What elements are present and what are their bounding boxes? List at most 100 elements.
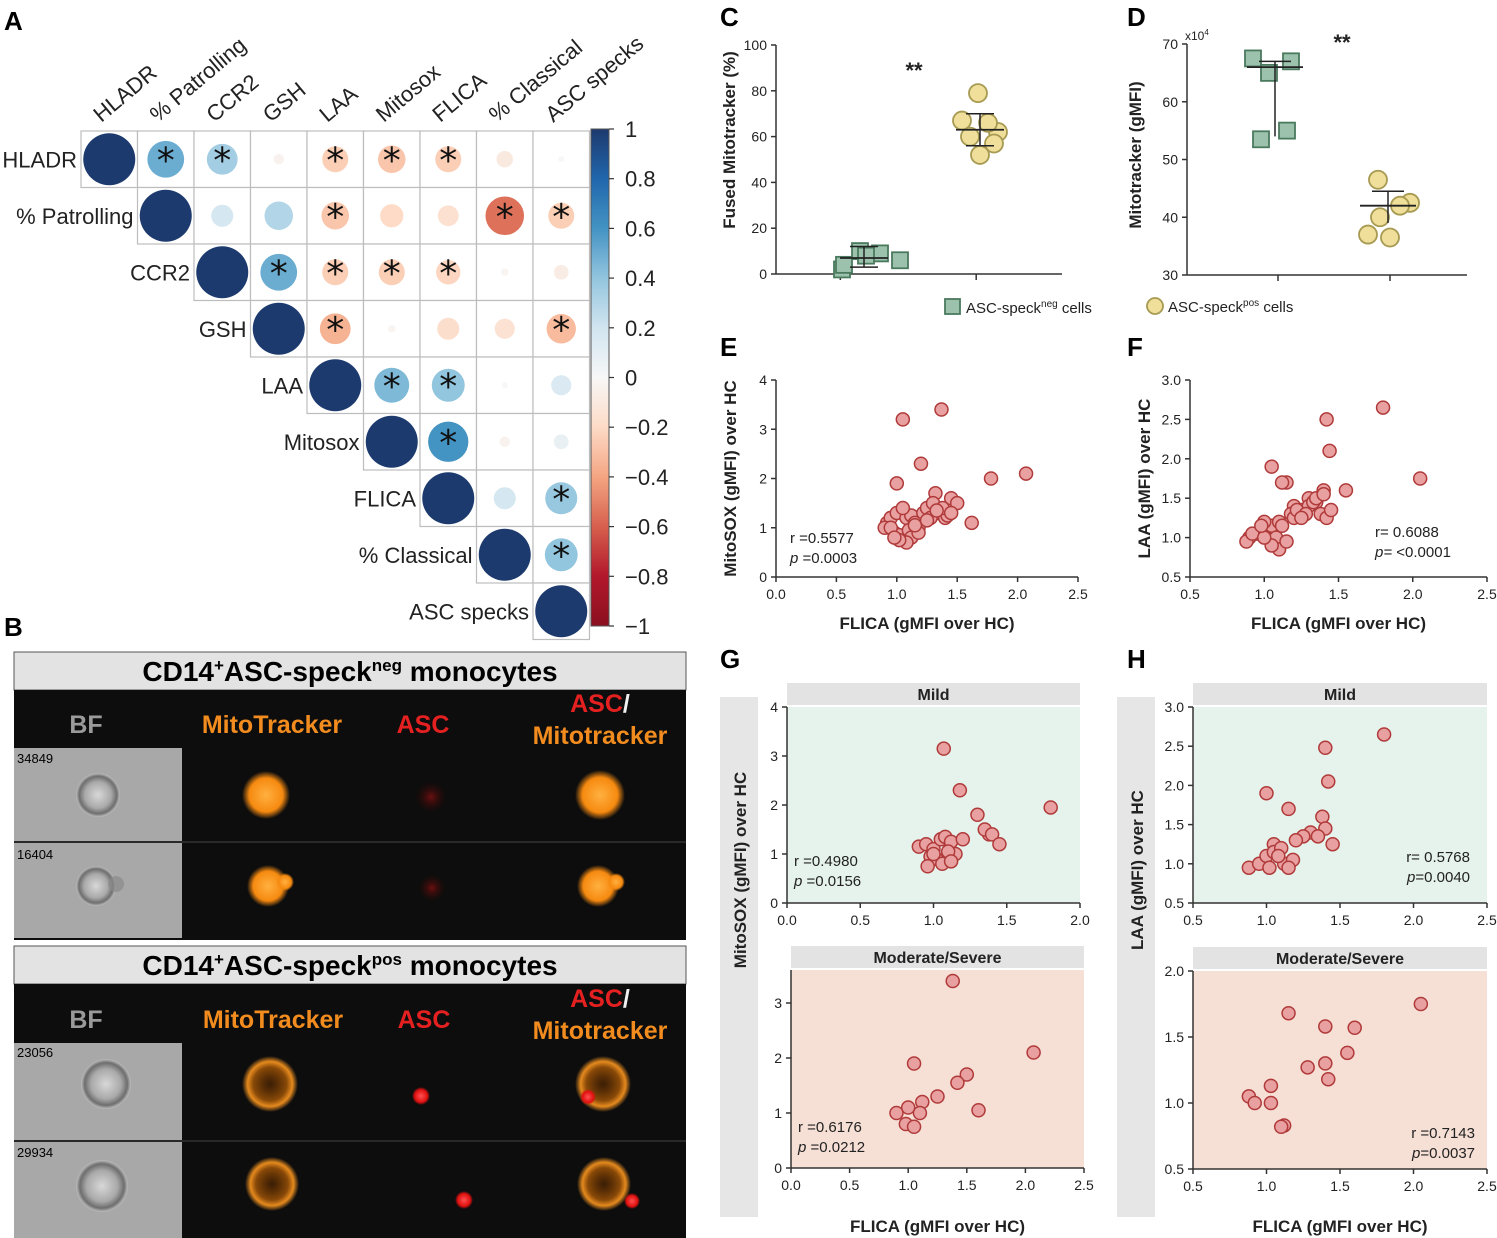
correlation-dot <box>436 260 461 285</box>
panel-label-e: E <box>720 332 737 362</box>
data-point <box>1340 1045 1355 1061</box>
facet-title-bar <box>1193 947 1487 969</box>
legend-neg-label: ASC-speckneg cells <box>966 299 1092 317</box>
data-point <box>929 503 944 518</box>
data-point <box>1281 801 1296 817</box>
y-tick-label: 2.0 <box>1162 451 1182 467</box>
legend-pos-swatch <box>1146 297 1164 315</box>
data-point <box>887 530 902 545</box>
panel-label-a: A <box>4 6 23 36</box>
correlation-dot <box>545 482 578 515</box>
colorbar-tick: 0.6 <box>625 216 656 241</box>
y-tick-label: 1 <box>759 520 767 536</box>
group-header-neg <box>13 651 687 691</box>
channel-bf-label-2: BF <box>69 1006 102 1034</box>
y-tick-label: 2.5 <box>1165 738 1185 754</box>
data-point <box>950 1075 965 1090</box>
y-tick-label: 1.5 <box>1165 1029 1185 1045</box>
facet-title: Moderate/Severe <box>1276 951 1404 968</box>
data-point <box>1320 1071 1336 1087</box>
y-tick-label: 40 <box>1162 209 1178 225</box>
data-point <box>913 456 929 471</box>
correlation-dot <box>377 145 406 174</box>
mito-cell-4 <box>245 1157 299 1211</box>
data-point <box>1263 1078 1279 1094</box>
colorbar-tick: −0.6 <box>625 515 668 540</box>
correlation-dot <box>499 436 510 447</box>
correlation-dot <box>83 133 136 186</box>
channel-mito-label: MitoTracker <box>202 711 343 739</box>
x-tick-label: 2.5 <box>1477 912 1497 928</box>
row-label: Mitosox <box>284 430 360 455</box>
correlation-dot <box>501 382 508 389</box>
group-header-pos <box>13 945 687 985</box>
data-point <box>983 471 999 486</box>
asc-cell-2 <box>418 874 446 902</box>
correlation-dot <box>322 146 349 173</box>
significance-marker: * <box>552 197 570 238</box>
y-tick-label: 2.0 <box>1165 777 1185 793</box>
group-title-neg: CD14+ASC-speckneg monocytes <box>142 656 557 687</box>
row-label: % Classical <box>359 543 473 568</box>
correlation-dot <box>428 421 469 462</box>
data-point-pos <box>1370 207 1390 228</box>
data-point <box>1263 1095 1279 1111</box>
data-point-neg <box>1260 63 1278 82</box>
y-tick-label: 1 <box>774 1105 782 1121</box>
y-tick-label: 3.0 <box>1162 372 1182 388</box>
x-tick-label: 2.0 <box>1008 586 1028 602</box>
data-point-pos <box>970 145 990 165</box>
row-label: GSH <box>199 317 247 342</box>
correlation-dot <box>544 538 578 572</box>
x-tick-label: 1.5 <box>1330 912 1350 928</box>
mitosox-by-severity-chart: MitoSOX (gMFI) over HC Mild 0.0 0.5 1.0 1.5 2.… <box>720 683 1094 1236</box>
mitosox-vs-flica-chart: 0.0 0.5 1.0 1.5 2.0 2.5 0 1 2 3 4 FLICA (gMFI over … <box>721 372 1088 633</box>
x-tick-label: 2.0 <box>1404 1178 1424 1194</box>
row-label: ASC specks <box>409 599 529 624</box>
correlation-dot <box>548 202 575 229</box>
x-tick-label: 0.5 <box>851 912 871 928</box>
data-point <box>1043 800 1058 815</box>
colorbar-tick: 0.2 <box>625 316 656 341</box>
data-point <box>970 807 985 823</box>
x-tick-label: 1.0 <box>1257 1178 1277 1194</box>
data-point <box>1257 530 1272 545</box>
significance-marker: * <box>552 536 570 577</box>
data-point <box>895 500 911 516</box>
data-point <box>919 513 935 528</box>
data-point <box>926 846 941 862</box>
colorbar-tick: −1 <box>625 614 650 639</box>
correlation-dot <box>264 201 293 230</box>
channel-merge-label-top: ASC/ <box>570 690 630 718</box>
correlation-dot <box>485 196 525 236</box>
merge-cell-4 <box>577 1157 631 1211</box>
significance-marker: * <box>326 253 344 294</box>
x-tick-label: 1.5 <box>1329 586 1349 602</box>
data-point <box>1310 829 1326 844</box>
plot-background <box>1193 971 1487 1169</box>
legend-neg-swatch <box>944 298 961 315</box>
x-tick-label: 0.5 <box>1183 1178 1203 1194</box>
correlation-dot <box>388 325 396 333</box>
data-point <box>1315 809 1330 825</box>
data-point <box>1323 502 1339 518</box>
x-axis-label: FLICA (gMFI over HC) <box>850 1217 1025 1236</box>
stat-r: r =0.4980 <box>794 853 858 870</box>
significance-label: ** <box>1333 30 1351 55</box>
y-tick-label: 2.5 <box>1162 411 1182 427</box>
data-point <box>936 741 952 756</box>
panel-label-d: D <box>1127 2 1146 32</box>
correlation-dot <box>374 367 410 403</box>
y-axis-label: MitoSOX (gMFI) over HC <box>731 772 750 968</box>
correlation-dot <box>260 253 298 291</box>
correlation-dot <box>309 359 362 412</box>
y-axis-label: LAA (gMFI) over HC <box>1135 399 1154 559</box>
stat-p: p =0.0003 <box>789 550 857 567</box>
data-point <box>1318 1056 1333 1071</box>
data-point <box>1300 1060 1315 1075</box>
correlation-dot <box>437 317 460 340</box>
data-point <box>1018 466 1034 481</box>
data-point <box>1259 785 1274 801</box>
data-point <box>1413 996 1429 1012</box>
y-tick-label: 1 <box>770 846 778 862</box>
